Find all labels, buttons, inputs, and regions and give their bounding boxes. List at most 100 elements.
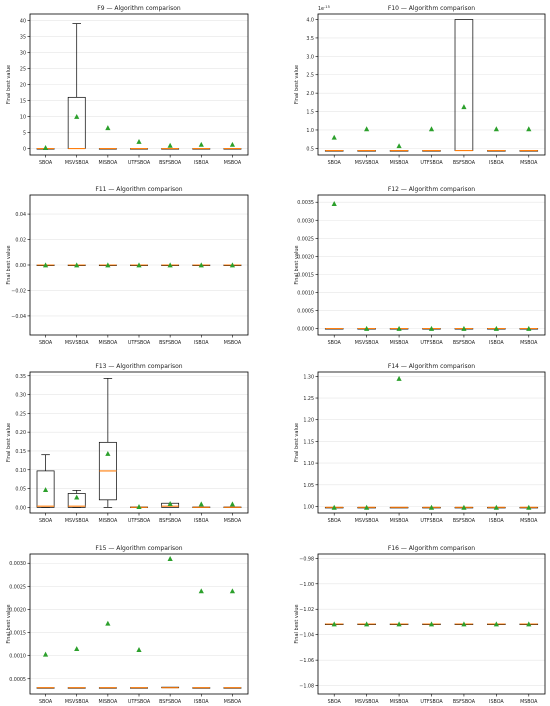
x-tick-label: MSBOA [520, 160, 538, 166]
y-tick-label: 0.0015 [297, 272, 314, 278]
x-tick-label: MISBOA [98, 699, 117, 705]
mean-marker [136, 262, 142, 268]
x-tick-label: MSVSBOA [65, 160, 89, 166]
x-tick-label: UTFSBOA [420, 518, 443, 524]
y-tick-label: 0.0030 [297, 218, 314, 224]
mean-marker [396, 143, 402, 149]
x-tick-label: ISBOA [194, 518, 209, 524]
x-tick-label: ISBOA [489, 518, 504, 524]
chart-panel-4: 0.00 0.05 0.10 0.15 0.20 0.25 0.30 0.35 SBOA MSVS… [6, 363, 249, 524]
y-tick-label: 2.5 [306, 73, 314, 79]
mean-marker [167, 556, 173, 561]
x-tick-label: SBOA [39, 518, 53, 524]
x-tick-label: ISBOA [194, 160, 209, 166]
y-tick-label: 0.15 [15, 449, 26, 455]
x-tick-label: UTFSBOA [420, 160, 443, 166]
mean-marker [493, 325, 499, 331]
y-axis-label: Final best value [6, 423, 12, 462]
y-tick-label: 0.0030 [9, 561, 26, 567]
x-tick-label: MSBOA [224, 518, 242, 524]
y-tick-label: 0.0010 [9, 654, 26, 660]
x-tick-label: ISBOA [194, 340, 209, 346]
mean-marker [526, 621, 532, 627]
mean-marker [493, 621, 499, 627]
mean-marker [428, 621, 435, 627]
x-tick-label: UTFSBOA [128, 160, 151, 166]
x-tick-label: MSBOA [520, 340, 538, 346]
mean-marker [331, 504, 337, 510]
mean-marker [364, 504, 370, 510]
y-tick-label: 35 [20, 34, 26, 40]
x-tick-label: SBOA [39, 160, 53, 166]
x-tick-label: BSFSBOA [159, 699, 182, 705]
mean-marker [136, 647, 142, 652]
mean-marker [74, 113, 80, 119]
mean-marker [198, 588, 204, 594]
y-tick-label: 1.10 [303, 461, 314, 467]
y-tick-label: 0.05 [15, 487, 26, 493]
plot-frame [317, 371, 546, 514]
box-sboa [36, 470, 55, 508]
mean-marker [42, 651, 49, 657]
chart-panel-0: 0 5 10 15 20 25 30 35 40 SBOA MSVSBOA MISBOA UTFSBOA… [6, 5, 249, 166]
mean-marker [229, 262, 236, 268]
mean-marker [331, 201, 337, 206]
x-tick-label: MSVSBOA [355, 518, 379, 524]
chart-title: F10 — Algorithm comparison [388, 5, 475, 12]
x-tick-label: ISBOA [489, 340, 504, 346]
y-tick-label: 25 [20, 66, 26, 72]
x-tick-label: BSFSBOA [159, 160, 182, 166]
chart-panel-1: 0.5 1.0 1.5 2.0 2.5 3.0 3.5 4.0 SBOA MSVSBOA MISBO… [294, 5, 546, 166]
x-tick-label: BSFSBOA [159, 518, 182, 524]
mean-marker [526, 126, 532, 132]
mean-marker [198, 501, 204, 507]
y-tick-label: −1.00 [299, 582, 314, 588]
y-tick-label: 0.0020 [9, 607, 26, 613]
mean-marker [74, 494, 80, 500]
y-tick-label: 5 [23, 131, 26, 137]
x-tick-label: MSBOA [224, 160, 242, 166]
mean-marker [493, 504, 499, 510]
y-tick-label: 0.00 [15, 505, 26, 511]
box-msvsboa [67, 96, 86, 149]
x-tick-label: MISBOA [98, 518, 117, 524]
x-tick-label: MISBOA [390, 699, 409, 705]
y-axis-label: Final best value [294, 65, 300, 104]
y-tick-label: 0 [23, 147, 26, 153]
y-tick-label: 1.00 [303, 504, 314, 510]
x-tick-label: MSVSBOA [65, 340, 89, 346]
x-tick-label: BSFSBOA [159, 340, 182, 346]
mean-marker [105, 262, 111, 268]
y-tick-label: −1.08 [299, 684, 314, 690]
mean-marker [198, 262, 204, 268]
mean-marker [461, 504, 467, 510]
x-tick-label: MISBOA [98, 160, 117, 166]
y-tick-label: −1.02 [299, 607, 314, 613]
y-tick-label: −0.02 [11, 288, 26, 294]
mean-marker [167, 501, 173, 506]
x-tick-label: UTFSBOA [420, 699, 443, 705]
y-axis-label: Final best value [6, 65, 12, 104]
y-tick-label: −0.04 [11, 314, 26, 320]
x-tick-label: BSFSBOA [453, 160, 476, 166]
x-tick-label: MSBOA [224, 699, 242, 705]
x-tick-label: MSVSBOA [65, 518, 89, 524]
mean-marker [396, 325, 402, 331]
mean-marker [105, 620, 111, 626]
mean-marker [198, 141, 204, 147]
mean-marker [136, 504, 142, 509]
y-tick-label: 1.0 [306, 128, 314, 134]
mean-marker [364, 621, 370, 627]
x-tick-label: SBOA [328, 160, 342, 166]
chart-title: F9 — Algorithm comparison [97, 5, 181, 12]
mean-marker [42, 487, 49, 493]
y-tick-label: 15 [20, 99, 26, 105]
y-tick-label: 0.0005 [297, 308, 314, 314]
y-tick-label: 0.0005 [9, 677, 26, 683]
x-tick-label: SBOA [39, 340, 53, 346]
chart-title: F16 — Algorithm comparison [388, 545, 475, 552]
y-tick-label: 0.35 [15, 374, 26, 380]
x-tick-label: MSVSBOA [355, 160, 379, 166]
x-tick-label: MISBOA [390, 340, 409, 346]
